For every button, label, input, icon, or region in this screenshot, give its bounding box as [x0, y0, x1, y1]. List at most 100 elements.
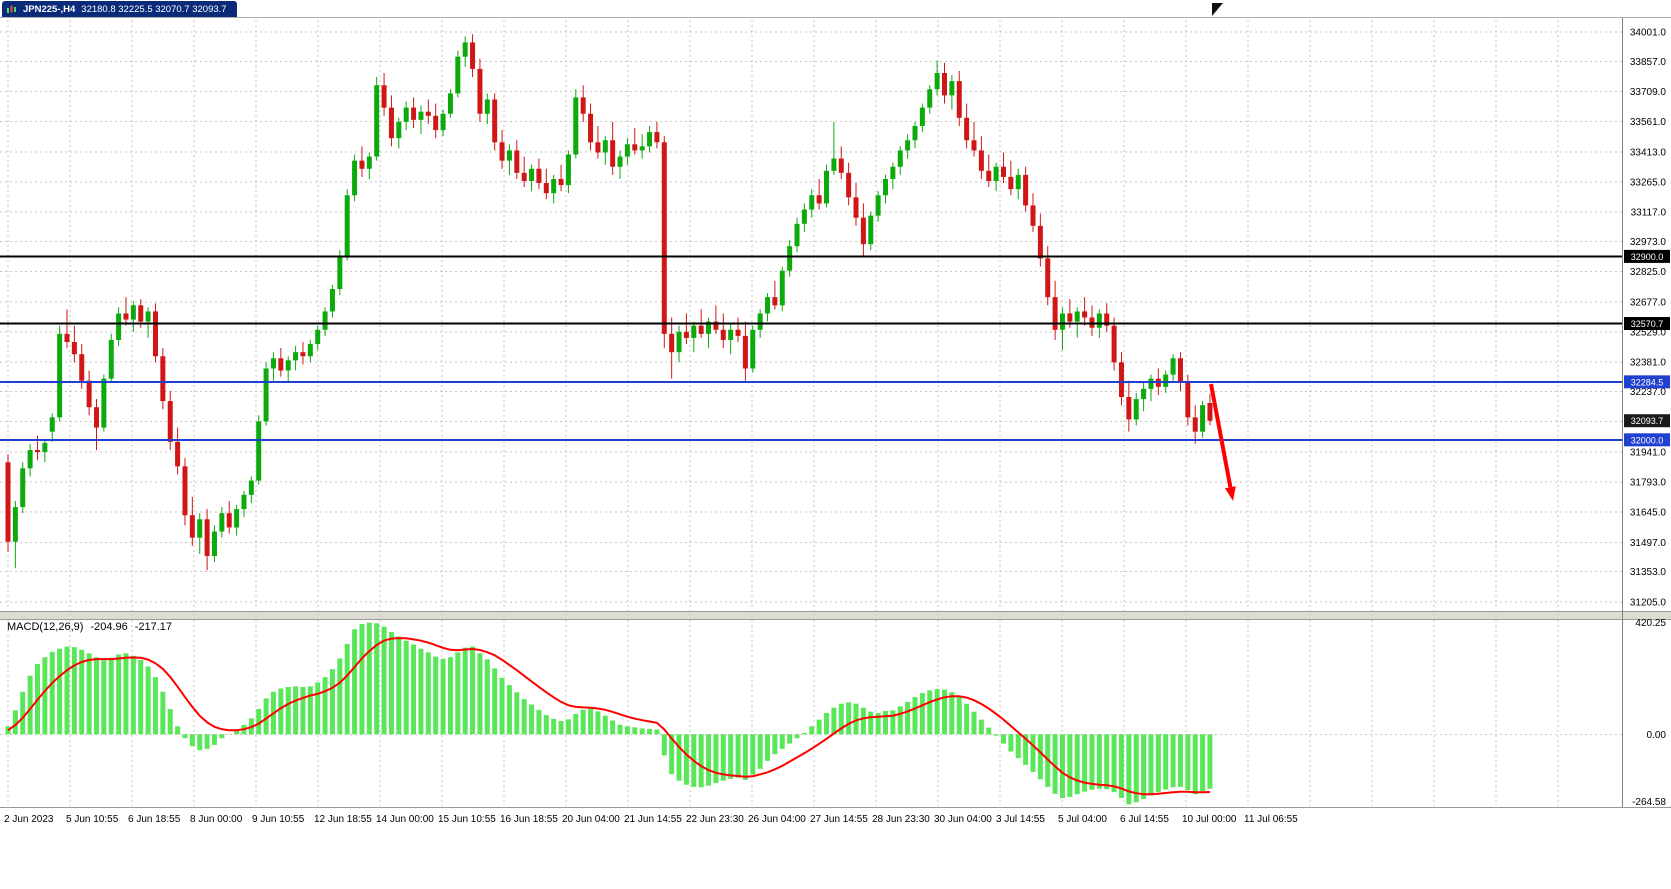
price-axis-label: 32973.0 — [1630, 237, 1667, 248]
candle-up — [322, 311, 328, 330]
candle-up — [993, 166, 999, 181]
candle-up — [949, 81, 955, 96]
horizontal-line-objects[interactable] — [0, 255, 1622, 441]
candle-down — [123, 313, 129, 320]
candle-up — [565, 154, 571, 186]
candle-up — [639, 146, 645, 151]
candle-down — [964, 117, 970, 141]
candle-down — [167, 401, 173, 442]
candle-down — [34, 450, 40, 453]
time-axis-label: 22 Jun 23:30 — [686, 814, 744, 825]
candle-down — [1185, 382, 1191, 418]
time-axis-label: 26 Jun 04:00 — [748, 814, 806, 825]
candle-up — [824, 170, 830, 204]
candle-down — [588, 113, 594, 143]
candle-up — [1015, 174, 1021, 190]
candle-down — [521, 172, 527, 181]
trend-arrow-head[interactable] — [1225, 486, 1236, 501]
price-axis[interactable]: 34001.0 33857.0 33709.0 33561.0 33413.0 33265… — [0, 17, 1671, 809]
price-axis-label: 31793.0 — [1630, 477, 1667, 488]
candle-down — [492, 99, 498, 143]
candle-up — [750, 329, 756, 369]
candle-down — [93, 407, 99, 428]
candle-up — [344, 195, 350, 257]
candle-up — [1148, 378, 1154, 389]
time-axis-label: 2 Jun 2023 — [4, 814, 54, 825]
candle-down — [683, 331, 689, 338]
candle-up — [329, 289, 335, 312]
candle-down — [1192, 417, 1198, 432]
candle-down — [772, 297, 778, 306]
candle-up — [624, 144, 630, 157]
candle-up — [801, 209, 807, 224]
chart-shift-marker[interactable] — [1212, 3, 1223, 16]
candle-down — [189, 515, 195, 538]
candle-up — [270, 358, 276, 369]
candle-up — [396, 121, 402, 139]
chart-title-tab[interactable]: JPN225-,H4 32180.8 32225.5 32070.7 32093… — [2, 1, 237, 17]
candle-up — [455, 56, 461, 94]
price-axis-label: 31353.0 — [1630, 567, 1667, 578]
candle-up — [529, 168, 535, 181]
candle-down — [425, 111, 431, 116]
macd-axis-label: 420.25 — [1635, 618, 1666, 629]
candle-down — [971, 140, 977, 151]
candle-down — [580, 97, 586, 114]
candle-up — [912, 125, 918, 141]
candle-up — [765, 297, 771, 314]
candle-down — [1104, 313, 1110, 326]
trend-arrow-line[interactable] — [1209, 383, 1233, 488]
time-axis[interactable]: 2 Jun 2023 5 Jun 10:55 6 Jun 18:55 8 Jun 00… — [4, 814, 1298, 825]
chart-ohlc-readout: 32180.8 32225.5 32070.7 32093.7 — [81, 3, 227, 15]
price-axis-label: 33265.0 — [1630, 178, 1667, 189]
candle-up — [211, 531, 217, 556]
candle-up — [108, 339, 114, 379]
candle-up — [691, 325, 697, 338]
candle-down — [1118, 362, 1124, 398]
candle-up — [551, 178, 557, 194]
candle-up — [307, 344, 313, 357]
candle-up — [256, 421, 262, 481]
candle-up — [1141, 388, 1147, 400]
candle-down — [595, 142, 601, 153]
candle-up — [293, 352, 299, 361]
candle-down — [499, 142, 505, 161]
candle-down — [713, 321, 719, 330]
candle-down — [632, 144, 638, 151]
candle-down — [470, 42, 476, 69]
candle-down — [64, 333, 70, 342]
candle-up — [241, 494, 247, 510]
candle-up — [197, 519, 203, 538]
candle-up — [1163, 374, 1169, 387]
pane-splitter[interactable] — [0, 612, 1671, 619]
candle-up — [1170, 358, 1176, 375]
price-axis-label: 34001.0 — [1630, 28, 1667, 39]
candle-up — [12, 507, 18, 542]
candle-up — [57, 333, 63, 418]
price-axis-label: 31645.0 — [1630, 508, 1667, 519]
annotations-layer[interactable] — [1209, 3, 1236, 501]
candle-down — [1037, 225, 1043, 259]
candle-up — [617, 156, 623, 167]
price-badge-32900.0 — [1624, 249, 1670, 263]
time-axis-label: 14 Jun 00:00 — [376, 814, 434, 825]
price-axis-label: 32825.0 — [1630, 267, 1667, 278]
candle-up — [42, 442, 48, 453]
candle-up — [49, 417, 55, 432]
candle-up — [447, 93, 453, 114]
candle-down — [661, 142, 667, 334]
candle-down — [558, 178, 564, 186]
candle-down — [226, 513, 232, 528]
candle-up — [263, 368, 269, 422]
candle-up — [374, 85, 380, 157]
candle-up — [794, 223, 800, 247]
candle-down — [175, 441, 181, 467]
macd-signal-value: -217.17 — [134, 621, 173, 633]
candle-up — [787, 246, 793, 271]
candle-down — [359, 160, 365, 169]
time-axis-label: 9 Jun 10:55 — [252, 814, 305, 825]
candle-down — [388, 107, 394, 139]
candlestick-series — [5, 34, 1213, 571]
candle-up — [809, 195, 815, 210]
